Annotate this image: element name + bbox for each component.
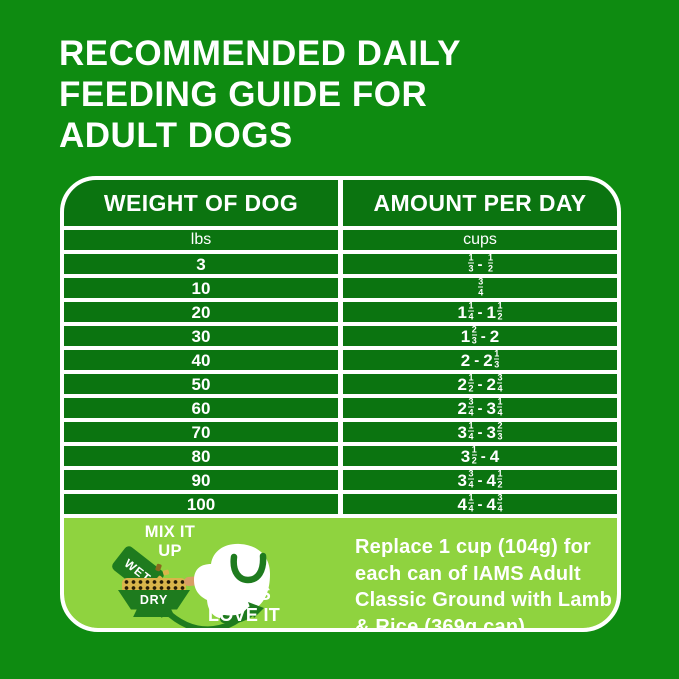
weight-cell: 100 bbox=[64, 494, 338, 514]
weight-unit-label: lbs bbox=[64, 230, 338, 250]
table-row: 20 1 1 4-1 1 2 bbox=[64, 301, 617, 322]
replace-note-line2: each can of IAMS Adult bbox=[355, 562, 581, 585]
replace-note: Replace 1 cup (104g) for each can of IAM… bbox=[355, 534, 617, 632]
mix-it-up-line1: MIX IT bbox=[144, 523, 196, 541]
amount-unit-label: cups bbox=[343, 230, 617, 250]
dry-bowl-icon: DRY bbox=[118, 578, 190, 617]
mix-it-up-line2: UP bbox=[158, 542, 182, 560]
kibble-in-bowl-icon bbox=[122, 578, 186, 591]
table-row: 10 3 4 bbox=[64, 277, 617, 298]
table-row: 30 1 2 3-2 bbox=[64, 325, 617, 346]
table-row: 50 2 1 2-2 3 4 bbox=[64, 373, 617, 394]
dogs-love-it-label: DOGS LOVE IT bbox=[189, 584, 299, 626]
title-line-1: RECOMMENDED DAILY bbox=[59, 34, 461, 73]
replace-note-line1: Replace 1 cup (104g) for bbox=[355, 536, 591, 558]
weight-cell: 60 bbox=[64, 398, 338, 418]
units-row: lbs cups bbox=[64, 230, 617, 250]
table-row: 70 3 1 4-3 2 3 bbox=[64, 421, 617, 442]
kibble-crumb-icon bbox=[162, 569, 170, 576]
weight-cell: 10 bbox=[64, 278, 338, 298]
replace-note-line4: & Rice (369g can) bbox=[355, 615, 526, 632]
page-title: RECOMMENDED DAILY FEEDING GUIDE FOR ADUL… bbox=[59, 33, 461, 156]
weight-cell: 40 bbox=[64, 350, 338, 370]
table-row: 60 2 3 4-3 1 4 bbox=[64, 397, 617, 418]
mix-it-up-label: MIX IT UP bbox=[124, 523, 216, 561]
weight-cell: 70 bbox=[64, 422, 338, 442]
weight-cell: 30 bbox=[64, 326, 338, 346]
table-row: 100 4 1 4-4 3 4 bbox=[64, 493, 617, 514]
table-row: 80 3 1 2-4 bbox=[64, 445, 617, 466]
weight-cell: 3 bbox=[64, 254, 338, 274]
footer-panel: MIX IT UP WET DRY DOGS bbox=[64, 518, 617, 628]
table-row: 40 2-2 1 3 bbox=[64, 349, 617, 370]
title-line-2: FEEDING GUIDE FOR bbox=[59, 75, 428, 114]
title-line-3: ADULT DOGS bbox=[59, 116, 293, 155]
weight-cell: 20 bbox=[64, 302, 338, 322]
dogs-love-it-line1: DOGS bbox=[216, 584, 272, 604]
weight-cell: 50 bbox=[64, 374, 338, 394]
mix-arrow-icon bbox=[152, 602, 264, 628]
dogs-love-it-line2: LOVE IT bbox=[207, 605, 281, 625]
table-row: 90 3 3 4-4 1 2 bbox=[64, 469, 617, 490]
replace-note-line3: Classic Ground with Lamb bbox=[355, 589, 613, 611]
dry-bowl-label: DRY bbox=[139, 593, 169, 607]
table-header-row: WEIGHT OF DOG AMOUNT PER DAY bbox=[64, 180, 617, 226]
weight-column-header: WEIGHT OF DOG bbox=[64, 180, 338, 226]
amount-column-header: AMOUNT PER DAY bbox=[343, 180, 617, 226]
weight-cell: 90 bbox=[64, 470, 338, 490]
weight-cell: 80 bbox=[64, 446, 338, 466]
